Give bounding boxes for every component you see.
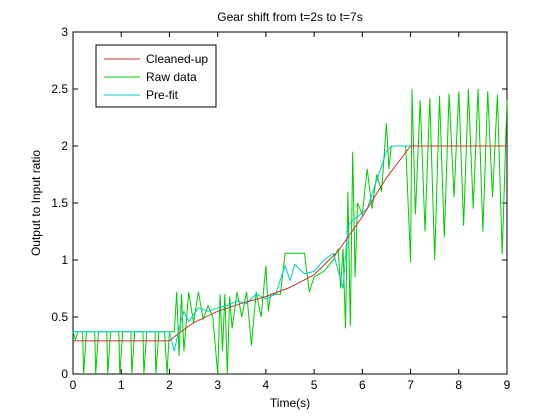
legend: Cleaned-up Raw data Pre-fit: [95, 44, 217, 108]
x-tick-label: 1: [118, 378, 125, 392]
y-tick-label: 3: [61, 25, 68, 39]
x-tick-label: 5: [311, 378, 318, 392]
y-tick-label: 1: [61, 253, 68, 267]
y-tick-label: 1.5: [51, 196, 68, 210]
x-tick-label: 6: [359, 378, 366, 392]
series-line-raw-data: [72, 88, 508, 375]
x-tick-label: 8: [455, 378, 462, 392]
x-tick-label: 3: [214, 378, 221, 392]
legend-box: [95, 44, 217, 108]
y-axis-ticks: 0 0.5 1 1.5 2 2.5 3: [51, 25, 507, 381]
series-line-pre-fit: [73, 145, 411, 352]
legend-entry: Cleaned-up: [146, 52, 208, 66]
x-tick-label: 0: [70, 378, 77, 392]
chart-title: Gear shift from t=2s to t=7s: [217, 10, 362, 24]
y-axis-label: Output to Input ratio: [29, 150, 43, 256]
x-axis-label: Time(s): [270, 396, 310, 410]
y-tick-label: 2.5: [51, 82, 68, 96]
series-layer: [72, 88, 508, 375]
series-line-cleaned-up: [73, 145, 507, 342]
x-axis-ticks: 0 1 2 3 4 5 6 7 8 9: [70, 32, 511, 392]
y-tick-label: 0: [61, 367, 68, 381]
y-tick-label: 0.5: [51, 310, 68, 324]
legend-entry: Raw data: [146, 70, 197, 84]
x-tick-label: 9: [504, 378, 511, 392]
x-tick-label: 4: [263, 378, 270, 392]
y-tick-label: 2: [61, 139, 68, 153]
x-tick-label: 2: [166, 378, 173, 392]
x-tick-label: 7: [407, 378, 414, 392]
legend-entry: Pre-fit: [146, 88, 179, 102]
